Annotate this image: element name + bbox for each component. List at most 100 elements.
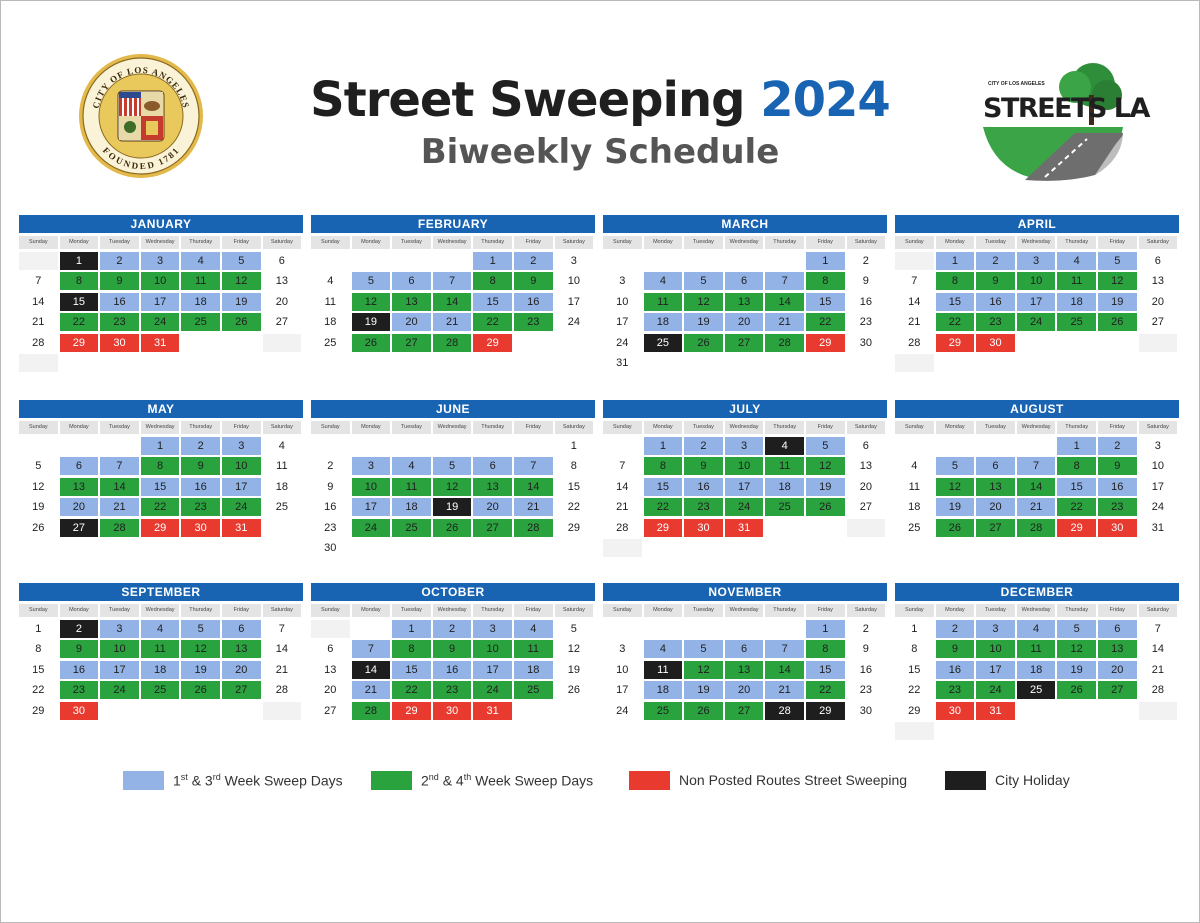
day-cell: 24 [616,704,629,717]
weekday-header-row: Sunday Monday Tuesday Wednesday Thursday Frid… [19,421,303,434]
day-cell: 25 [643,701,683,720]
day-cell: 23 [181,498,220,517]
day-cell: 16 [100,292,139,311]
day-cell: 10 [616,663,629,676]
weekday-label: Sunday [895,236,934,249]
empty-day-cell [222,334,261,352]
day-cell: 27 [724,333,764,352]
day-cell: 7 [351,640,391,659]
day-cell: 17 [1151,480,1164,493]
empty-day-cell [352,437,391,455]
weekday-label: Sunday [603,236,642,249]
day-cell: 25 [643,333,683,352]
empty-day-cell [352,620,391,638]
day-cell: 9 [432,640,472,659]
day-cell: 5 [181,620,220,638]
empty-day-cell [1057,702,1096,720]
day-cell: 5 [351,272,391,291]
day-cell: 8 [805,640,845,659]
day-cell: 20 [1097,660,1137,679]
day-cell: 3 [570,255,577,267]
day-cell: 18 [643,313,683,332]
day-grid: 1 2 3 4 5 6 7 8 9 10 11 12 13 14 15 16 17 18 19 20 21 22 23 24 2… [311,437,595,557]
day-cell: 12 [32,480,45,493]
weekday-label: Saturday [554,604,594,617]
day-cell: 8 [643,457,683,476]
day-cell: 21 [351,681,391,700]
month-september: SEPTEMBER Sunday Monday Tuesday Wednesday Thu… [19,583,303,720]
empty-day-cell [181,334,220,352]
empty-day-cell [644,620,683,638]
weekday-label: Saturday [1138,421,1178,434]
day-cell: 21 [1151,663,1164,676]
day-cell: 7 [619,460,626,473]
day-cell: 31 [221,518,261,537]
day-cell: 6 [724,640,764,659]
day-cell: 23 [976,313,1015,332]
day-cell: 13 [1151,275,1164,288]
day-cell: 27 [275,316,288,329]
day-cell: 20 [724,313,764,332]
day-cell: 10 [1016,272,1056,291]
day-cell: 29 [32,704,45,717]
day-cell: 18 [1016,660,1056,679]
legend-blue: 1st & 3rd Week Sweep Days [123,770,343,790]
day-cell: 21 [765,313,804,332]
day-cell: 30 [324,541,337,554]
empty-day-cell [1098,702,1137,720]
weekday-header-row: Sunday Monday Tuesday Wednesday Thursday Frid… [311,236,595,249]
day-cell: 28 [432,333,472,352]
day-cell: 17 [616,316,629,329]
day-cell: 20 [275,295,288,308]
month-title: MAY [19,400,303,418]
day-cell: 30 [859,336,872,349]
day-cell: 7 [278,623,285,635]
weekday-label: Tuesday [100,604,139,617]
day-cell: 3 [140,252,180,270]
day-cell: 7 [911,275,918,288]
day-cell: 28 [1151,684,1164,697]
day-cell: 8 [473,272,512,291]
weekday-label: Thursday [181,421,220,434]
day-cell: 14 [351,660,391,679]
day-cell: 11 [513,640,553,659]
day-cell: 19 [567,663,580,676]
day-cell: 2 [327,460,334,473]
day-cell: 18 [513,660,553,679]
day-cell: 25 [1057,313,1096,332]
day-cell: 12 [432,477,472,496]
day-cell: 4 [181,252,220,270]
weekday-label: Wednesday [724,604,764,617]
weekday-label: Monday [351,236,391,249]
day-cell: 11 [276,460,288,473]
day-cell: 14 [765,292,804,311]
empty-day-cell [473,437,512,455]
weekday-label: Friday [1097,236,1137,249]
empty-day-cell [976,437,1015,455]
day-cell: 1 [935,252,975,270]
day-cell: 10 [616,295,629,308]
day-cell: 14 [432,292,472,311]
day-cell: 4 [392,457,431,476]
day-cell: 28 [32,336,45,349]
day-cell: 1 [911,623,918,635]
day-cell: 1 [805,252,845,270]
weekday-label: Thursday [181,236,220,249]
day-cell: 4 [911,460,918,473]
day-cell: 5 [684,640,723,659]
weekday-label: Saturday [262,604,302,617]
weekday-label: Wednesday [724,421,764,434]
day-cell: 9 [976,272,1015,291]
day-cell: 15 [805,660,845,679]
day-cell: 23 [859,316,872,329]
weekday-header-row: Sunday Monday Tuesday Wednesday Thursday Frid… [895,236,1179,249]
empty-day-cell [684,620,723,638]
day-cell: 20 [221,660,261,679]
day-cell: 4 [327,275,334,288]
day-cell: 13 [724,660,764,679]
day-cell: 1 [473,252,512,270]
month-title: JANUARY [19,215,303,233]
day-cell: 8 [392,640,431,659]
day-cell: 17 [616,684,629,697]
day-cell: 27 [473,518,512,537]
